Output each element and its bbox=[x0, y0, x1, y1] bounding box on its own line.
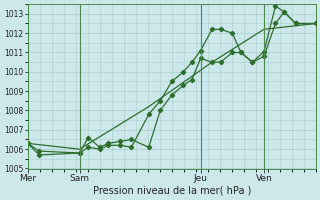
X-axis label: Pression niveau de la mer( hPa ): Pression niveau de la mer( hPa ) bbox=[92, 186, 251, 196]
